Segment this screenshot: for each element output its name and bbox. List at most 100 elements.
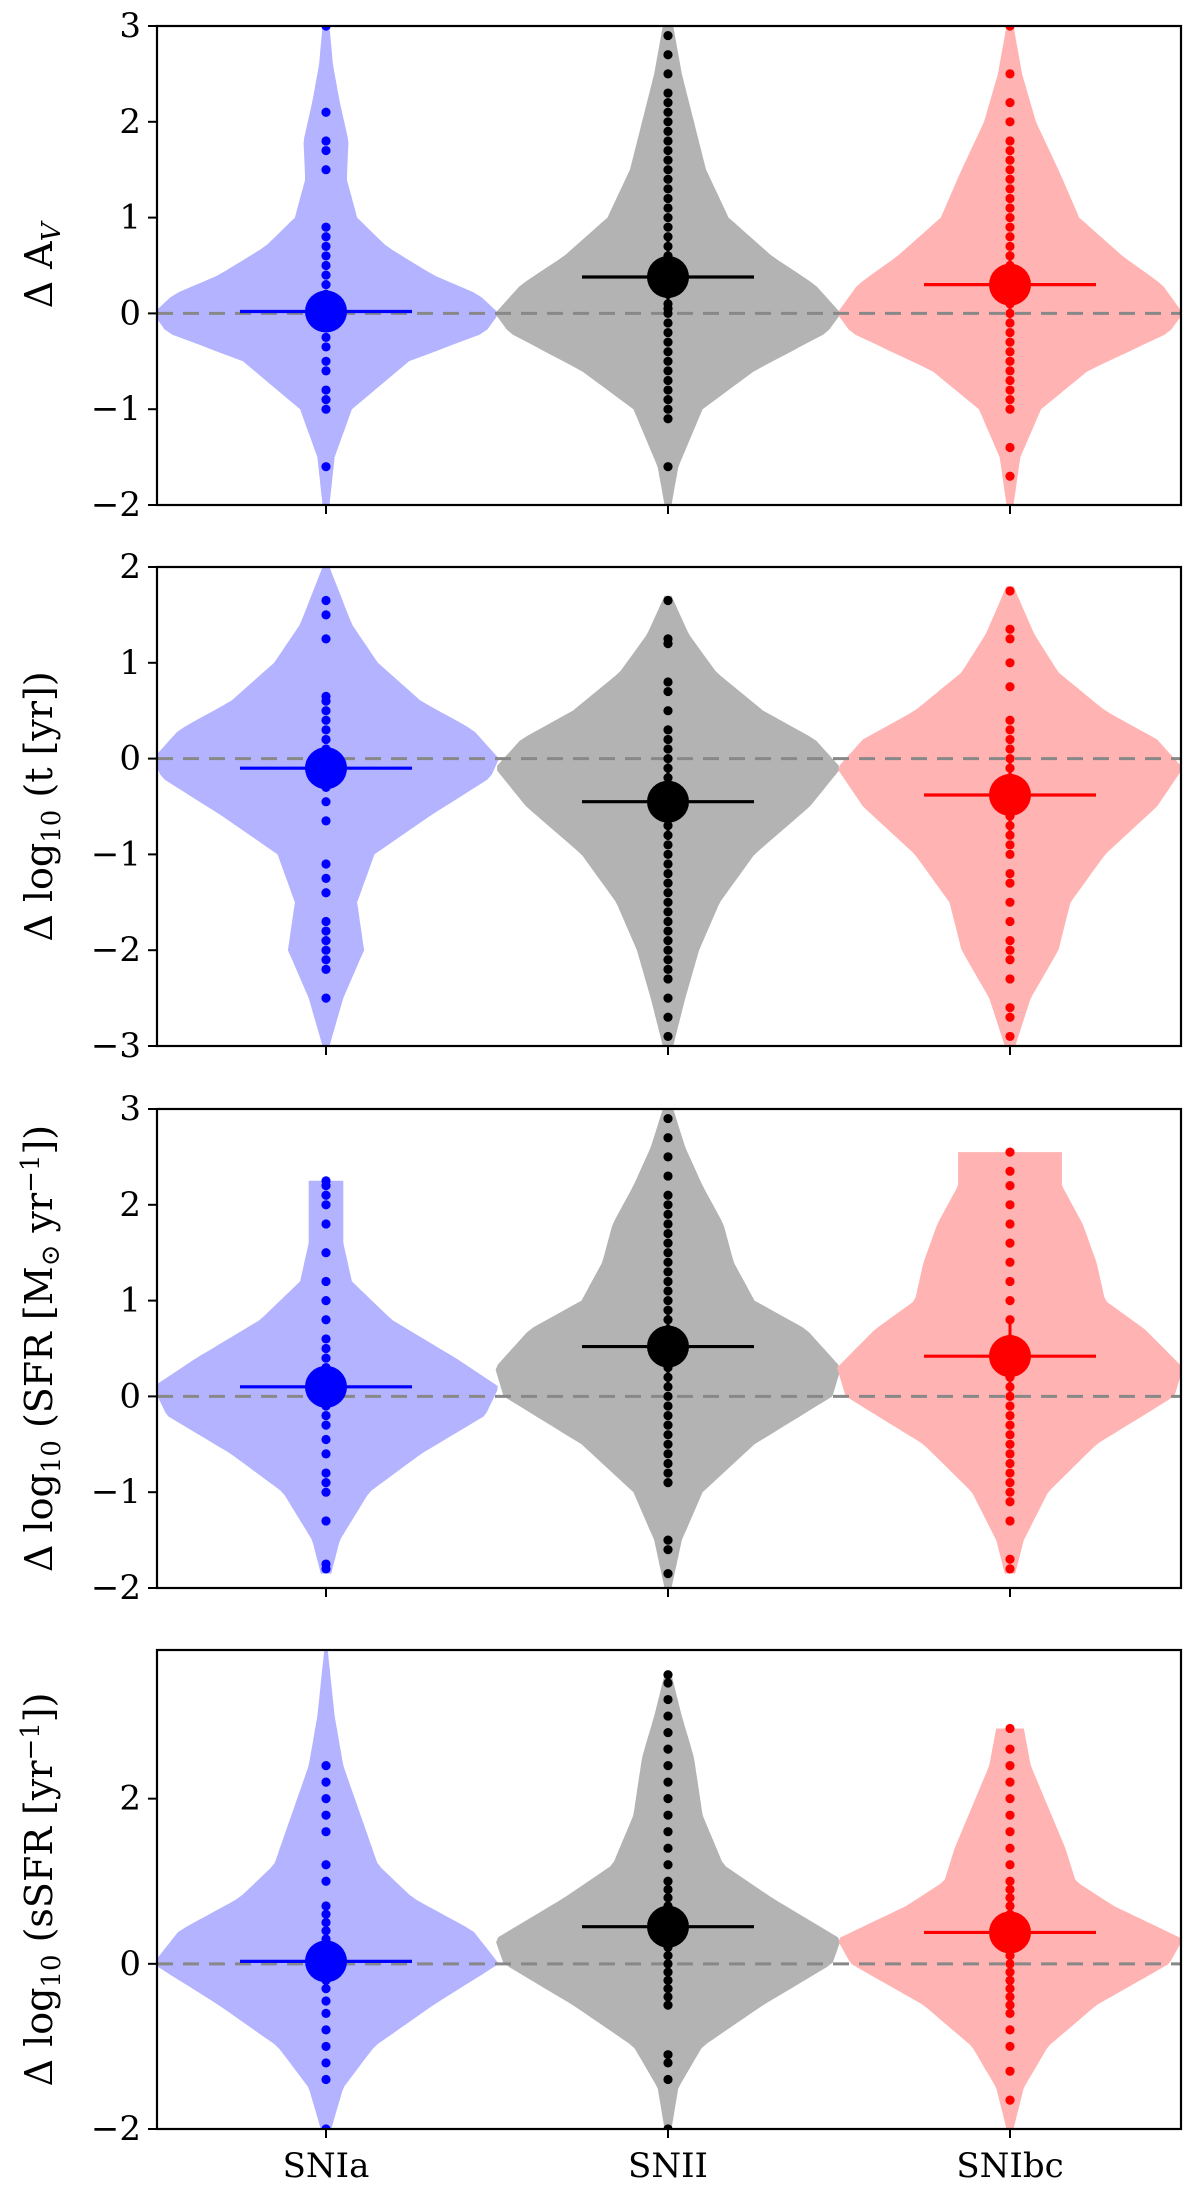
data-point <box>1005 1449 1015 1459</box>
data-point <box>1005 69 1015 79</box>
y-tick-label: 2 <box>119 1779 141 1819</box>
data-point <box>663 859 673 869</box>
data-point <box>321 2124 331 2129</box>
data-point <box>663 366 673 376</box>
data-point <box>663 88 673 98</box>
data-point <box>321 1410 331 1421</box>
data-point <box>1005 945 1015 955</box>
data-point <box>1005 2095 1015 2105</box>
data-point <box>321 859 331 869</box>
data-point <box>663 395 673 405</box>
data-point <box>663 945 673 955</box>
data-point <box>663 1257 673 1267</box>
data-point <box>1005 222 1015 232</box>
data-point <box>1005 2025 1015 2035</box>
y-tick-label: 0 <box>119 739 141 779</box>
data-point <box>321 366 331 376</box>
data-point <box>321 260 331 271</box>
data-point <box>1005 1257 1015 1267</box>
data-point <box>321 1926 331 1936</box>
data-point <box>663 375 673 386</box>
data-point <box>321 691 331 701</box>
data-point <box>321 1334 331 1344</box>
y-tick-label: −2 <box>91 1568 141 1608</box>
data-point <box>663 414 673 424</box>
data-point <box>663 1876 673 1886</box>
data-point <box>663 327 673 338</box>
data-point <box>663 1238 673 1248</box>
data-point <box>321 1559 331 1569</box>
data-point <box>663 1727 673 1738</box>
markers-SNIbc <box>924 26 1096 481</box>
data-point <box>663 897 673 907</box>
data-point <box>321 1810 331 1820</box>
markers-SNIa <box>240 1761 412 2129</box>
data-point <box>1005 1744 1015 1754</box>
data-point <box>1005 1012 1015 1022</box>
data-point <box>1005 174 1015 184</box>
data-point <box>321 1478 331 1488</box>
data-point <box>663 936 673 946</box>
data-point <box>663 136 673 146</box>
data-point <box>1005 1827 1015 1837</box>
plot-area <box>157 1109 1181 1588</box>
data-point <box>1005 897 1015 907</box>
data-point <box>663 926 673 936</box>
data-point <box>663 725 673 735</box>
data-point <box>1005 1487 1015 1497</box>
data-point <box>321 955 331 965</box>
data-point <box>1005 1458 1015 1469</box>
data-point <box>663 213 673 223</box>
data-point <box>663 849 673 860</box>
y-tick-label: 3 <box>119 1089 141 1129</box>
data-point <box>1005 1031 1015 1042</box>
data-point <box>321 725 331 735</box>
data-point <box>663 2074 673 2085</box>
data-point <box>1005 356 1015 366</box>
data-point <box>663 1133 673 1143</box>
data-point <box>663 1810 673 1820</box>
data-point <box>1005 725 1015 735</box>
y-axis-label: Δ log10 (t [yr]) <box>17 671 67 941</box>
data-point <box>663 337 673 347</box>
data-point <box>663 1843 673 1853</box>
data-point <box>321 2074 331 2085</box>
data-point <box>321 1190 331 1200</box>
data-point <box>321 404 331 414</box>
data-point <box>663 1152 673 1162</box>
x-tick-label-snibc: SNIbc <box>956 2146 1063 2186</box>
markers-SNIbc <box>924 1723 1096 2105</box>
data-point <box>663 1420 673 1430</box>
data-point <box>663 734 673 745</box>
plot-area <box>157 26 1181 505</box>
data-point <box>321 107 331 117</box>
data-point <box>1005 1860 1015 1870</box>
data-point <box>1005 1884 1015 1895</box>
y-tick-label: 1 <box>119 1281 141 1321</box>
y-axis-label-part: Δ log <box>17 1473 61 1572</box>
data-point <box>321 634 331 644</box>
y-axis-label-part: V <box>37 220 67 241</box>
data-point <box>321 356 331 366</box>
y-axis-label-part: ⊙ <box>36 1245 66 1267</box>
data-point <box>1005 1391 1015 1401</box>
y-tick-label: −2 <box>91 485 141 525</box>
data-point <box>663 1219 673 1229</box>
data-point <box>663 1959 673 1969</box>
data-point <box>663 385 673 395</box>
data-point <box>1005 442 1015 453</box>
data-point <box>1005 715 1015 725</box>
markers-SNII <box>582 1113 754 1579</box>
data-point <box>321 1176 331 1186</box>
data-point <box>663 1286 673 1296</box>
x-tick-label-snii: SNII <box>628 2146 708 2186</box>
y-axis-label: Δ log10 (sSFR [yr−1]) <box>16 1693 67 2087</box>
data-point <box>321 993 331 1003</box>
y-tick-label: 3 <box>119 6 141 46</box>
median-marker <box>305 747 347 790</box>
data-point <box>321 1777 331 1787</box>
markers-SNIa <box>240 26 412 472</box>
data-point <box>663 1439 673 1449</box>
y-axis-label: Δ log10 (SFR [M⊙ yr−1]) <box>16 1125 67 1572</box>
data-point <box>1005 145 1015 156</box>
